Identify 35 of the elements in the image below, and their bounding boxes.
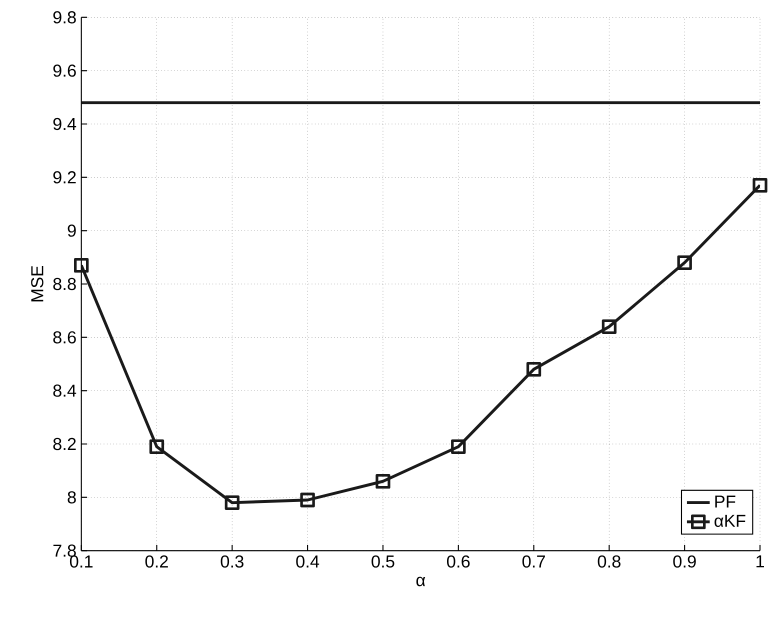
x-tick-label: 0.3 [220,555,244,568]
x-tick-label: 0.5 [372,555,394,568]
y-tick-label: 9.4 [53,118,76,130]
x-tick-label: 0.1 [70,555,93,568]
y-tick-label: 9 [68,224,76,237]
y-tick-label: 8.2 [53,438,76,450]
point [602,319,617,334]
legend-label: PF [715,496,736,508]
point [149,439,164,454]
x-tick-label: 0.7 [522,555,545,568]
x-tick-label: 1 [756,555,764,568]
y-tick-label: 8.6 [53,331,76,344]
x-tick-label: 0.8 [598,555,620,568]
y-tick-label: 9.8 [53,11,76,24]
point [526,362,542,377]
x-tick-label: 0.2 [145,555,168,568]
point [224,495,240,510]
y-tick-label: 9.6 [53,64,76,77]
y-tick-label: 8.8 [53,278,76,290]
point [677,255,692,270]
x-axis-title: α [416,576,426,586]
y-tick-label: 8.4 [53,384,76,397]
x-tick-label: 0.9 [673,555,696,568]
x-tick-label: 0.4 [296,555,320,568]
y-tick-label: 8 [68,491,76,504]
point [74,258,89,273]
x-tick-label: 0.6 [447,555,470,568]
point [376,474,390,489]
y-tick-label: 7.8 [53,544,76,557]
point [300,492,315,508]
y-tick-label: 9.2 [53,171,76,184]
y-axis-title: MSE [31,266,44,302]
point [451,439,466,454]
legend-label: αKF [714,514,746,527]
point [752,178,768,193]
